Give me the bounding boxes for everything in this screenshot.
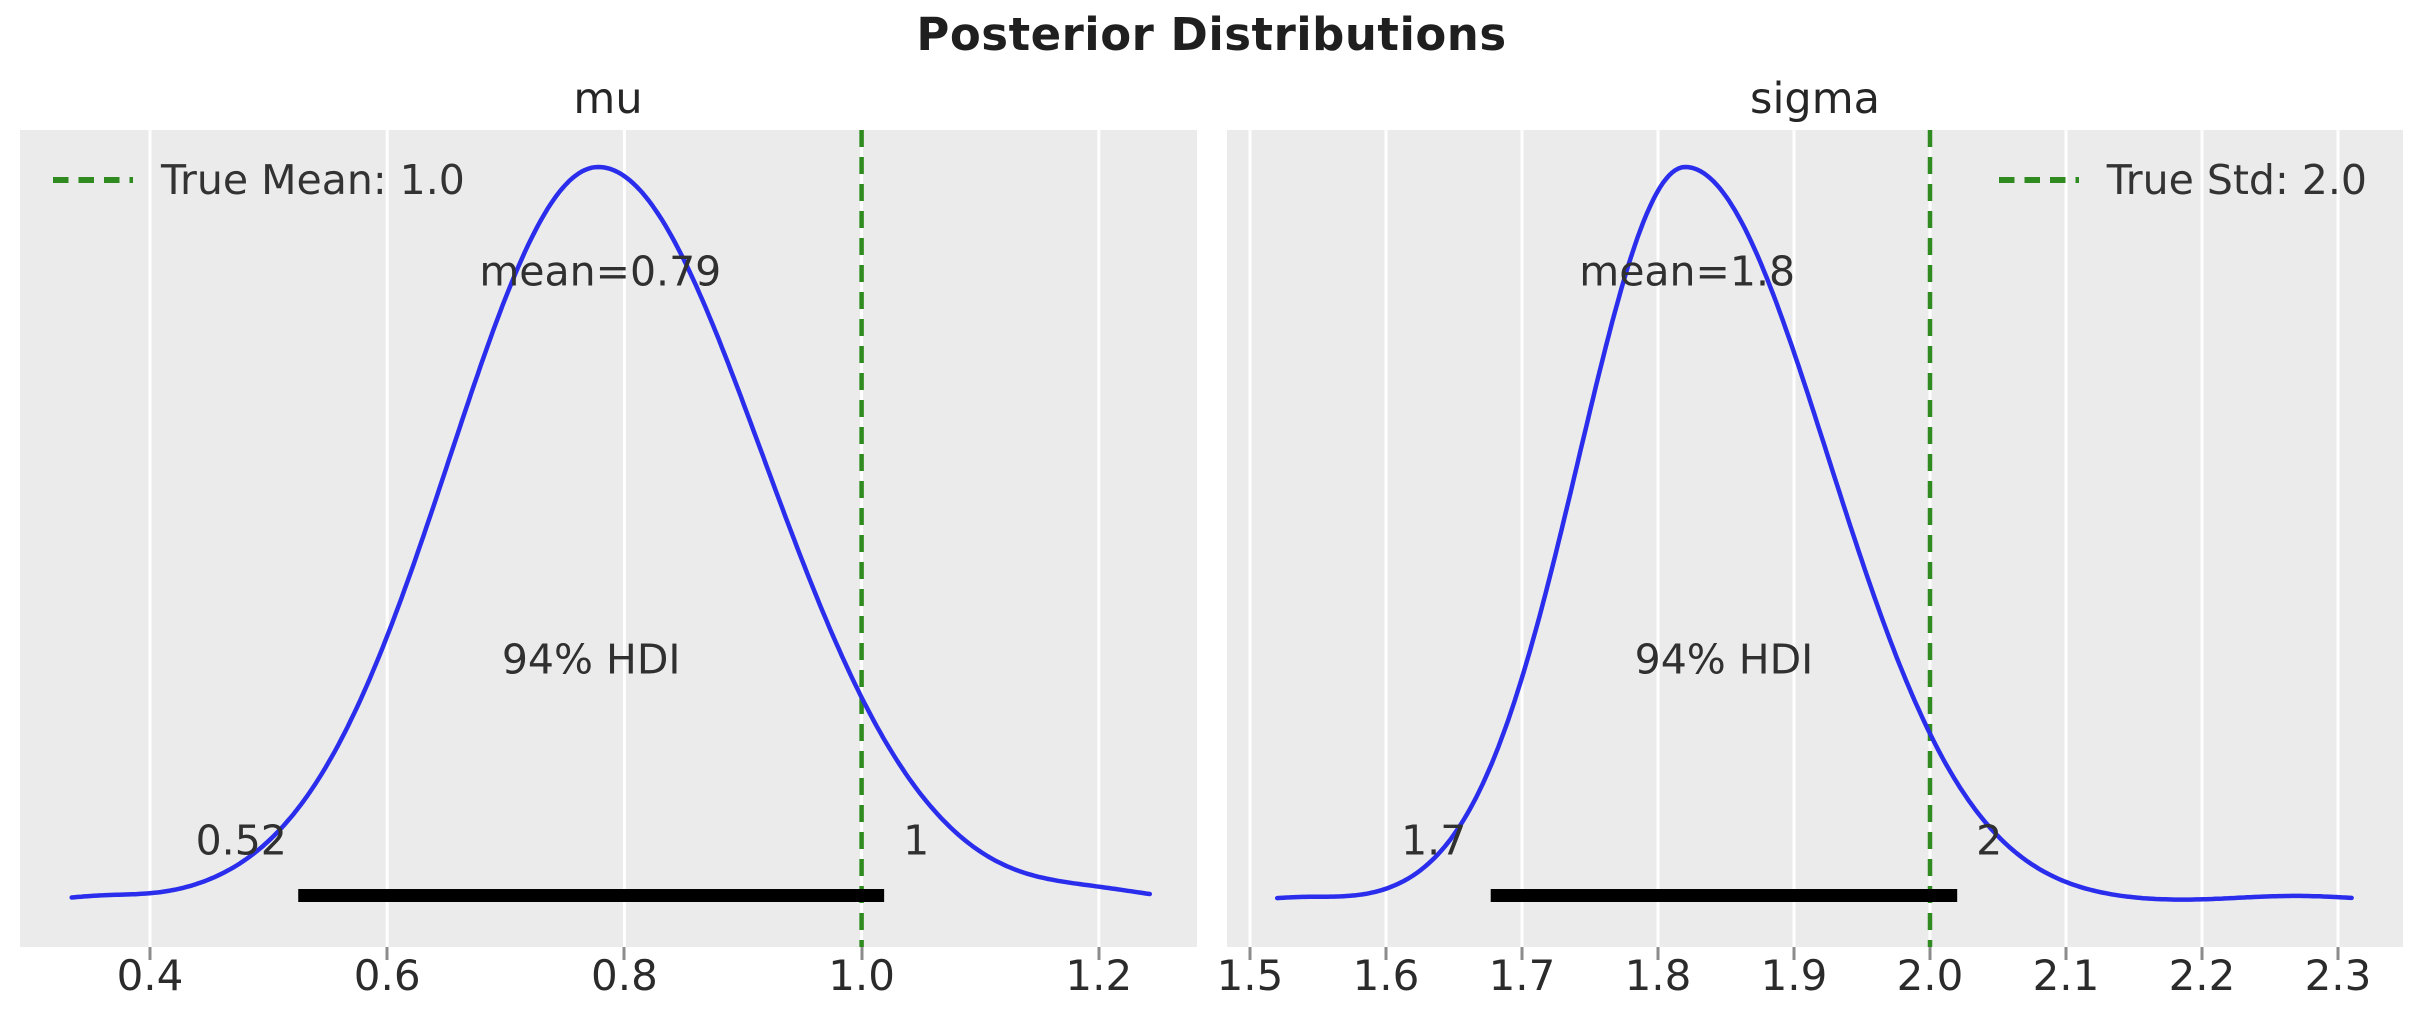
x-tick-label: 1.5 [1216, 951, 1284, 1000]
hdi-bar [1490, 889, 1958, 902]
x-tick-mark [622, 947, 626, 960]
plot-area-mu: True Mean: 1.0 mean=0.79 94% HDI 0.52 1 … [20, 130, 1197, 1000]
subplot-title-sigma: sigma [1750, 74, 1880, 124]
dashed-line-icon [53, 177, 133, 183]
x-tick-mark [860, 947, 864, 960]
x-tick-mark [2064, 947, 2068, 960]
posterior-density-curve [1274, 164, 2354, 902]
legend-true-mean: True Mean: 1.0 [53, 156, 465, 204]
x-tick-label: 2.2 [2168, 951, 2236, 1000]
hdi-bar [298, 889, 885, 902]
hdi-lower-bound: 0.52 [195, 816, 287, 865]
x-tick-label: 0.6 [353, 951, 421, 1000]
x-tick-mark [1520, 947, 1524, 960]
x-tick-label: 1.0 [828, 951, 895, 1000]
x-tick-mark [1656, 947, 1660, 960]
mean-annotation: mean=1.8 [1579, 247, 1796, 296]
x-tick-mark [1928, 947, 1932, 960]
x-tick-mark [385, 947, 389, 960]
legend-true-std: True Std: 2.0 [1998, 156, 2367, 204]
legend-label: True Mean: 1.0 [161, 156, 465, 204]
dashed-line-icon [1998, 177, 2079, 183]
x-tick-label: 0.4 [116, 951, 184, 1000]
sigma-density-plot [1248, 130, 2354, 947]
x-tick-label: 1.9 [1760, 951, 1828, 1000]
x-tick-mark [1248, 947, 1252, 960]
hdi-lower-bound: 1.7 [1401, 816, 1467, 865]
hdi-annotation: 94% HDI [1634, 635, 1814, 684]
x-tick-label: 1.8 [1624, 951, 1692, 1000]
hdi-upper-bound: 2 [1976, 816, 2003, 865]
x-tick-label: 2.3 [2304, 951, 2372, 1000]
hdi-upper-bound: 1 [903, 816, 930, 865]
x-tick-mark [1384, 947, 1388, 960]
x-tick-label: 1.7 [1488, 951, 1556, 1000]
x-tick-label: 1.6 [1352, 951, 1420, 1000]
hdi-annotation: 94% HDI [501, 635, 681, 684]
plot-area-sigma: True Std: 2.0 mean=1.8 94% HDI 1.7 2 1.5… [1217, 130, 2403, 1000]
x-tick-mark [148, 947, 152, 960]
mu-density-plot [69, 130, 1153, 947]
legend-label: True Std: 2.0 [2106, 156, 2367, 204]
x-tick-mark [2336, 947, 2340, 960]
x-tick-label: 2.1 [2032, 951, 2100, 1000]
subplot-title-mu: mu [573, 74, 643, 124]
posterior-density-curve [69, 164, 1153, 900]
x-tick-label: 0.8 [590, 951, 658, 1000]
x-tick-mark [1792, 947, 1796, 960]
x-tick-mark [2200, 947, 2204, 960]
x-tick-label: 1.2 [1065, 951, 1133, 1000]
x-tick-mark [1097, 947, 1101, 960]
x-tick-label: 2.0 [1896, 951, 1964, 1000]
figure-title: Posterior Distributions [916, 8, 1507, 61]
mean-annotation: mean=0.79 [479, 247, 722, 296]
